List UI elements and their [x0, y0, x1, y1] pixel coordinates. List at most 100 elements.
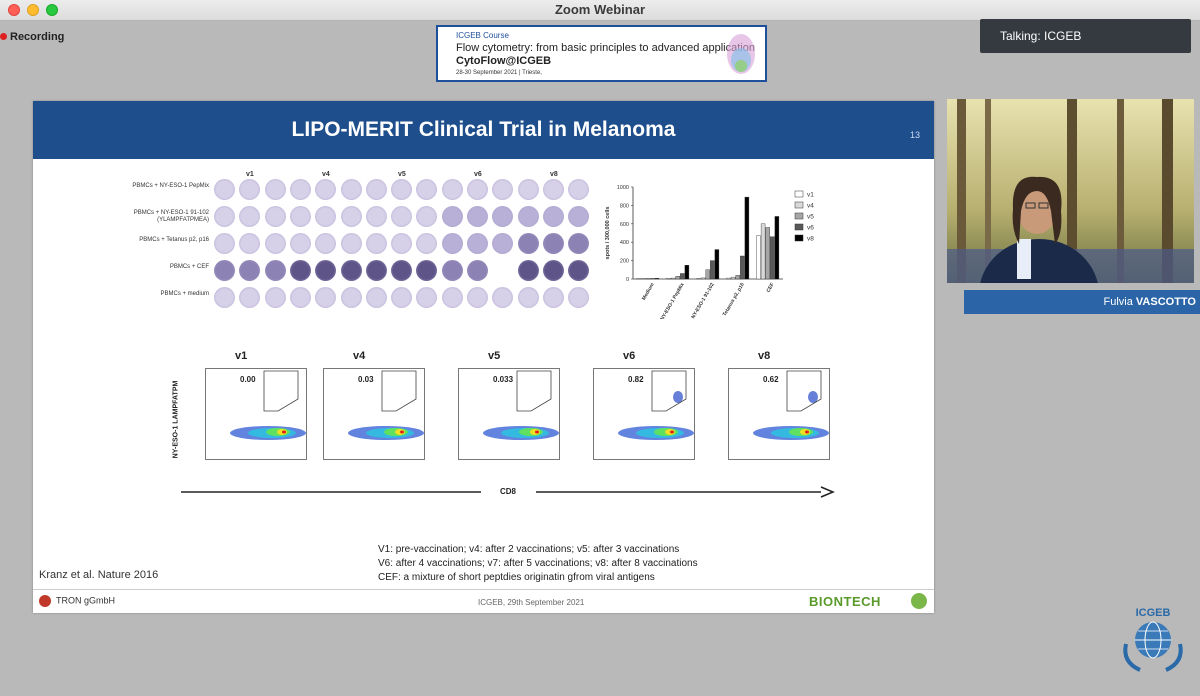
- gate-value: 0.033: [493, 375, 514, 384]
- y-tick-label: 400: [620, 240, 629, 246]
- elispot-well: [467, 233, 488, 254]
- legend-swatch: [794, 212, 804, 220]
- minimize-window-button[interactable]: [27, 4, 39, 16]
- course-banner: ICGEB Course Flow cytometry: from basic …: [436, 25, 767, 82]
- elispot-well: [492, 287, 514, 308]
- elispot-well: [340, 287, 362, 308]
- elispot-well: [340, 179, 362, 200]
- elispot-well: [365, 206, 387, 227]
- flow-plot: [458, 368, 560, 460]
- elispot-well: [365, 179, 387, 200]
- bar: [760, 223, 766, 280]
- gate-value: 0.03: [358, 375, 374, 384]
- elispot-well: [568, 179, 590, 200]
- slide-footer: TRON gGmbH ICGEB, 29th September 2021 BI…: [33, 589, 934, 614]
- flow-x-axis-label: CD8: [500, 487, 517, 496]
- elispot-well: [315, 179, 337, 200]
- bar: [770, 236, 775, 280]
- elispot-row-label: PBMCs + NY-ESO-1 91-102 (YLAMPFATPMEA): [133, 210, 209, 223]
- zoom-window-button[interactable]: [46, 4, 58, 16]
- y-tick-label: 1000: [617, 185, 629, 191]
- legend-swatch: [794, 223, 804, 231]
- footer-date: ICGEB, 29th September 2021: [478, 598, 585, 607]
- bar: [735, 275, 740, 280]
- bar: [666, 278, 671, 280]
- elispot-well: [568, 260, 590, 281]
- x-tick-label: Tetanus p2, p16: [722, 282, 746, 318]
- y-tick-label: 600: [620, 222, 629, 228]
- bar: [636, 278, 641, 280]
- elispot-well: [568, 233, 590, 254]
- elispot-well: [542, 260, 564, 281]
- bar: [675, 276, 680, 280]
- legend-label: v4: [807, 203, 814, 210]
- legend-label: v8: [807, 236, 814, 243]
- elispot-well: [517, 233, 539, 254]
- bar: [710, 260, 715, 280]
- elispot-well: [214, 206, 235, 227]
- elispot-well: [264, 260, 286, 281]
- flow-plot-label: v5: [488, 350, 501, 362]
- caption-line-2: V6: after 4 vaccinations; v7: after 5 va…: [378, 558, 698, 569]
- elispot-col-label: v4: [322, 171, 330, 178]
- footer-left-text: TRON gGmbH: [56, 595, 116, 606]
- legend-swatch: [794, 234, 804, 242]
- elispot-row-label: PBMCs + medium: [160, 291, 209, 297]
- banner-line1: ICGEB Course: [456, 31, 509, 40]
- elispot-well: [340, 206, 362, 227]
- elispot-row-label: PBMCs + Tetanus p2, p16: [139, 237, 209, 243]
- legend-label: v1: [807, 192, 814, 199]
- window-titlebar: Zoom Webinar: [0, 0, 1200, 21]
- elispot-col-label: v8: [550, 171, 558, 178]
- elispot-well: [467, 287, 488, 308]
- bar: [654, 278, 660, 280]
- reference-text: Kranz et al. Nature 2016: [39, 569, 159, 581]
- x-tick-label: NY-ESO-1 PepMix: [659, 282, 685, 319]
- elispot-well: [214, 260, 235, 281]
- caption-line-3: CEF: a mixture of short peptdies origina…: [378, 572, 655, 583]
- elispot-well: [441, 287, 463, 308]
- elispot-well: [289, 179, 311, 200]
- flow-plot: [323, 368, 425, 460]
- elispot-well: [239, 260, 261, 281]
- elispot-well: [289, 287, 311, 308]
- banner-line2: Flow cytometry: from basic principles to…: [456, 42, 755, 54]
- bar: [650, 278, 655, 280]
- bar: [756, 235, 761, 280]
- flow-y-axis-label: NY-ESO-1 LAMPFATPM: [172, 380, 180, 459]
- elispot-well: [264, 287, 286, 308]
- recording-label: Recording: [10, 31, 65, 43]
- bar: [726, 277, 731, 280]
- speaker-video[interactable]: [947, 99, 1194, 283]
- elispot-well: [264, 206, 286, 227]
- caption-line-1: V1: pre-vaccination; v4: after 2 vaccina…: [378, 544, 680, 555]
- elispot-well: [517, 179, 539, 200]
- elispot-well: [416, 260, 438, 281]
- forest-background-icon: [947, 99, 1194, 283]
- close-window-button[interactable]: [8, 4, 20, 16]
- elispot-well: [239, 287, 261, 308]
- slide-header: LIPO-MERIT Clinical Trial in Melanoma 13: [33, 101, 934, 159]
- elispot-well: [315, 233, 337, 254]
- bar: [684, 264, 690, 280]
- elispot-well: [239, 179, 261, 200]
- elispot-well: [264, 233, 286, 254]
- elispot-col-label: v5: [398, 171, 406, 178]
- elispot-well: [315, 206, 337, 227]
- elispot-well: [365, 287, 387, 308]
- elispot-bar-chart: 0 200 400 600 800 1000 spots / 300,000 cells Me…: [605, 185, 814, 319]
- elispot-well: [416, 179, 438, 200]
- elispot-row-label: PBMCs + NY-ESO-1 PepMix: [132, 183, 209, 189]
- flow-plot: [728, 368, 830, 460]
- slide-number: 13: [909, 130, 920, 140]
- elispot-well: [416, 206, 438, 227]
- elispot-well: [542, 287, 564, 308]
- bar: [774, 216, 780, 280]
- elispot-well: [289, 233, 311, 254]
- bar: [714, 249, 720, 280]
- flow-plot: [593, 368, 695, 460]
- elispot-well: [264, 179, 286, 200]
- elispot-well: [391, 287, 413, 308]
- legend-label: v6: [807, 225, 814, 232]
- bar: [640, 278, 646, 280]
